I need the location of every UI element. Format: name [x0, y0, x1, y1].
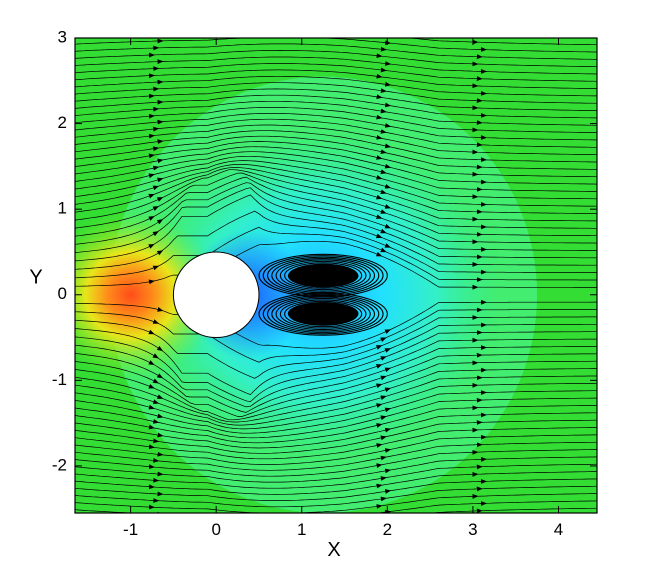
- x-tick-label: 1: [297, 520, 306, 539]
- streamline: [75, 382, 597, 430]
- streamline: [71, 24, 602, 38]
- x-axis-ticks: -1 0 1 2 3 4: [123, 38, 563, 539]
- streamline: [431, 507, 597, 513]
- streamline: [75, 50, 597, 68]
- streamline: [75, 360, 597, 421]
- recirculation-bubble: [258, 253, 388, 336]
- streamline: [75, 155, 597, 200]
- recirculation-streamline: [284, 300, 363, 328]
- y-tick-label: 2: [58, 113, 67, 132]
- streamline: [75, 172, 597, 237]
- streamline: [75, 187, 597, 259]
- y-tick-label: 1: [58, 199, 67, 218]
- streamline: [75, 194, 597, 266]
- recirculation-core-upper: [287, 264, 359, 288]
- streamline: [71, 516, 602, 533]
- streamline: [75, 471, 597, 495]
- streamline: [75, 500, 597, 513]
- streamline: [75, 427, 597, 460]
- x-tick-label: 3: [468, 520, 477, 539]
- plot-frame: [74, 37, 598, 514]
- streamline-arrow: [379, 28, 384, 29]
- recirculation-streamline: [275, 259, 371, 292]
- y-tick-label: -1: [52, 370, 67, 389]
- cylinder-body: [172, 251, 260, 339]
- x-axis-label: X: [327, 539, 340, 561]
- streamline: [75, 124, 597, 156]
- y-tick-label: 0: [58, 284, 67, 303]
- streamline: [75, 167, 597, 222]
- streamline: [75, 449, 597, 477]
- recirculation-streamline: [275, 297, 371, 331]
- streamline: [75, 107, 597, 133]
- streamline: [75, 405, 597, 444]
- y-axis-label: Y: [29, 266, 42, 288]
- recirculation-streamline: [262, 293, 384, 335]
- streamline: [75, 316, 597, 379]
- recirculation-core-lower: [287, 302, 359, 326]
- x-tick-label: -1: [123, 520, 138, 539]
- streamline: [75, 226, 597, 281]
- streamline: [75, 176, 597, 244]
- recirculation-streamline: [266, 295, 380, 333]
- x-tick-label: 0: [211, 520, 220, 539]
- streamline-arrow: [375, 527, 380, 528]
- y-tick-label: 3: [58, 27, 67, 46]
- streamline: [406, 38, 597, 46]
- x-tick-label: 2: [383, 520, 392, 539]
- streamline: [75, 69, 597, 89]
- streamline-arrow: [375, 35, 380, 36]
- y-axis-ticks: -2 -1 0 1 2 3: [52, 27, 597, 474]
- recirculation-streamline: [271, 296, 376, 332]
- contour-stagnation-region: [75, 209, 221, 381]
- recirculation-streamline: [258, 292, 388, 336]
- streamline: [75, 331, 597, 403]
- streamline: [75, 353, 597, 417]
- streamline: [75, 240, 597, 288]
- streamline: [75, 141, 597, 178]
- recirculation-streamline: [279, 260, 367, 291]
- x-tick-label: 4: [554, 520, 563, 539]
- streamline: [75, 88, 597, 111]
- recirculation-streamline: [279, 299, 367, 329]
- y-tick-label: -2: [52, 455, 67, 474]
- streamlines: [71, 24, 602, 533]
- recirculation-streamline: [284, 262, 363, 289]
- streamline: [75, 164, 597, 214]
- streamline: [75, 493, 597, 513]
- streamline: [75, 338, 597, 408]
- streamline: [75, 309, 597, 363]
- streamline: [75, 375, 597, 426]
